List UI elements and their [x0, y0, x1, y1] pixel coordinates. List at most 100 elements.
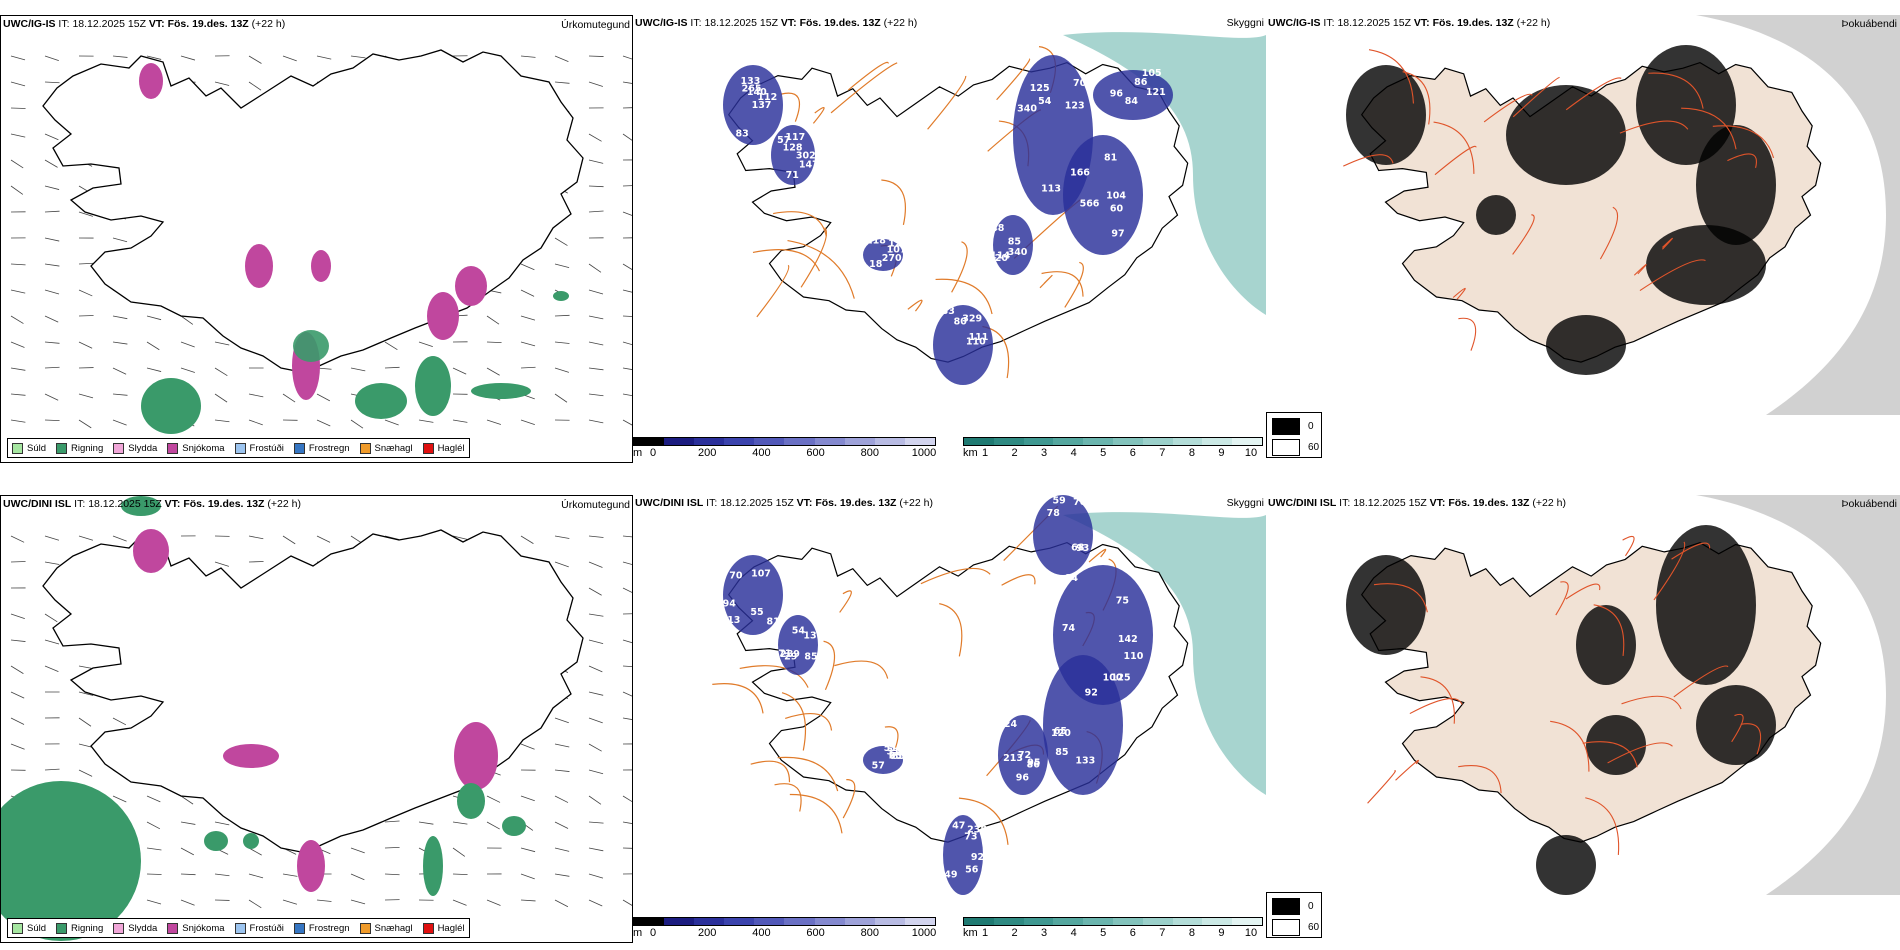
wind-barb — [554, 263, 570, 268]
wind-barb — [78, 367, 94, 369]
legend-swatch — [293, 922, 305, 934]
wind-barb — [10, 561, 26, 563]
vt-value: Fös. 19.des. 13Z — [167, 18, 249, 30]
wind-barb — [588, 873, 604, 879]
cloud-base-label: 85 — [1055, 747, 1068, 758]
rain-area — [141, 378, 201, 434]
cloud-base-label: 121 — [1146, 87, 1166, 98]
vt-label: VT: — [1429, 497, 1446, 509]
legend-label: Frostúði — [249, 442, 284, 454]
snow-area — [223, 744, 279, 768]
wind-barb — [112, 55, 128, 58]
road — [1653, 541, 1686, 601]
precip-legend-item: Súld — [12, 442, 46, 454]
wind-barb — [146, 55, 162, 60]
wind-barb — [622, 743, 632, 745]
wind-barb — [78, 341, 93, 349]
wind-barb — [350, 55, 366, 59]
colorbar-ticks: km 1 2 3 4 5 6 7 8 9 10 — [963, 926, 1263, 940]
model-name: UWC/DINI ISL — [1268, 497, 1337, 509]
road — [1555, 581, 1569, 616]
lead-time: (+22 h) — [1516, 17, 1551, 29]
wind-barb — [622, 341, 632, 347]
colorbar-cell — [874, 918, 905, 925]
wind-barb — [112, 315, 128, 320]
panel-title: Þokuábendi — [1841, 18, 1897, 30]
cloud-base-label: 265 — [742, 84, 762, 95]
panel-title: Skyggni — [1226, 497, 1264, 509]
wind-barb — [588, 613, 604, 617]
cloud-base-label: 57 — [777, 135, 790, 146]
wind-barb — [622, 393, 632, 397]
road — [1452, 287, 1466, 300]
wind-barb — [520, 535, 534, 544]
road — [1582, 741, 1638, 768]
wind-barb — [622, 263, 632, 272]
wind-barb — [554, 314, 570, 317]
colorbar-cell — [634, 438, 665, 445]
colorbar-unit: m — [633, 927, 643, 939]
wind-barb — [10, 419, 26, 423]
fog-dark-area — [1586, 715, 1646, 775]
cloud-base-label: 133 — [935, 306, 955, 317]
legend-label: Snjókoma — [182, 442, 225, 454]
wind-barb — [520, 795, 535, 802]
wind-barb — [10, 665, 24, 674]
wind-barb — [486, 847, 502, 849]
model-name: UWC/DINI ISL — [635, 497, 704, 509]
colorbar-tick: 3 — [1041, 447, 1048, 459]
it-label: IT: — [706, 497, 718, 509]
road — [1671, 542, 1711, 560]
iceland-coastline — [42, 49, 584, 373]
snow-area — [455, 266, 487, 306]
wind-barb — [112, 419, 127, 426]
road — [1409, 698, 1463, 715]
wind-barb — [554, 795, 569, 803]
road — [1585, 797, 1620, 856]
colorbar-cell — [784, 918, 815, 925]
colorbar-tick: 600 — [806, 927, 825, 939]
legend-swatch — [167, 922, 179, 934]
visibility-field — [1063, 512, 1266, 795]
precip-legend-item: Slydda — [113, 922, 157, 934]
road — [834, 660, 889, 679]
road — [920, 567, 991, 585]
legend-swatch — [359, 922, 371, 934]
wind-barb — [44, 743, 60, 745]
fog-panel-row2: UWC/DINI ISL IT: 18.12.2025 15Z VT: Fös.… — [1266, 495, 1900, 943]
cloud-base-label: 112 — [757, 92, 777, 103]
colorbar-ticks: m 0 200 400 600 800 1000 — [633, 926, 936, 940]
precip-legend-item: Frostúði — [234, 922, 284, 934]
wind-barb — [486, 821, 500, 830]
low-cloud-area — [998, 715, 1048, 795]
wind-barb — [78, 262, 94, 265]
panel-header: UWC/DINI ISL IT: 18.12.2025 15Z VT: Fös.… — [3, 498, 301, 510]
wind-barb — [452, 535, 468, 540]
wind-barb — [588, 535, 604, 538]
wind-barb — [588, 185, 604, 188]
road — [935, 278, 993, 315]
wind-barb — [146, 795, 161, 803]
snow-area — [454, 722, 498, 790]
cloud-base-label: 85 — [804, 651, 817, 662]
colorbar-ticks: m 0 200 400 600 800 1000 — [633, 446, 936, 460]
colorbar-tick: 1000 — [911, 447, 937, 459]
wind-barb — [316, 55, 332, 60]
fog-dark-area — [1346, 65, 1426, 165]
wind-barb — [282, 899, 298, 905]
wind-barb — [554, 81, 570, 84]
road — [781, 692, 807, 751]
colorbar-ticks: km 1 2 3 4 5 6 7 8 9 10 — [963, 446, 1263, 460]
vt-label: VT: — [1413, 17, 1430, 29]
wind-barb — [10, 81, 26, 87]
fog-legend-label: 0 — [1308, 421, 1314, 432]
wind-barb — [44, 185, 60, 190]
legend-swatch — [113, 922, 125, 934]
wind-barb — [588, 210, 604, 213]
vt-value: Fös. 19.des. 13Z — [1448, 497, 1530, 509]
wind-barb — [384, 366, 400, 369]
it-value: 18.12.2025 15Z — [1353, 497, 1427, 509]
rain-area — [553, 291, 569, 301]
wind-barb — [10, 535, 25, 543]
cloud-base-label: 107 — [887, 245, 907, 256]
